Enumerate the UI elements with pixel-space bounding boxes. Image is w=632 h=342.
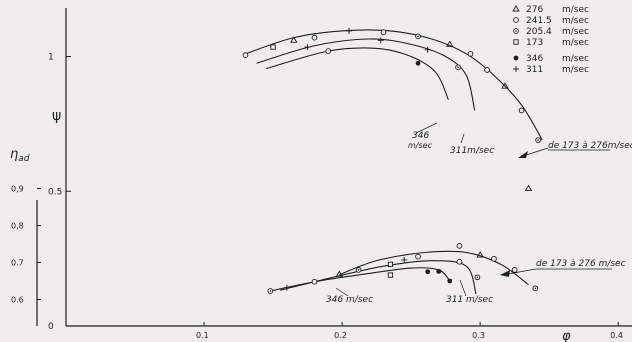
- x-tick-label: 0.1: [196, 331, 209, 340]
- leader-line: [415, 122, 438, 134]
- data-point: [474, 274, 481, 281]
- data-point: [387, 261, 394, 267]
- data-point: [380, 29, 387, 36]
- eta-tick-label: 0,9: [11, 185, 24, 194]
- x-tick-label: 0.4: [610, 331, 623, 340]
- data-point: [387, 272, 394, 278]
- arrow-head-icon: [500, 270, 510, 277]
- legend-marker: [513, 28, 519, 34]
- legend-speed: 173: [526, 38, 543, 48]
- data-point: [311, 34, 318, 41]
- data-point: [311, 278, 318, 285]
- eta-axis-label: ηad: [10, 147, 30, 164]
- data-point: [455, 64, 461, 71]
- legend-unit: m/sec: [562, 54, 589, 64]
- x-tick-label: 0.2: [334, 331, 347, 340]
- legend-unit: m/sec: [562, 5, 589, 15]
- data-point: [535, 137, 541, 143]
- data-point: [532, 285, 539, 292]
- data-point: [436, 268, 442, 274]
- data-point: [377, 37, 384, 44]
- annotation-psi-311: 311m/sec: [450, 146, 494, 156]
- data-point: [524, 184, 533, 192]
- psi-tick-label: 0: [48, 322, 54, 332]
- psi-tick-label: 1: [48, 53, 54, 63]
- data-point: [267, 288, 274, 294]
- series-curve: [256, 38, 476, 111]
- legend-marker: [512, 5, 520, 12]
- legend-speed: 346: [526, 54, 543, 64]
- x-tick-label: 0.3: [472, 331, 485, 340]
- data-point: [476, 251, 484, 258]
- arrow-head-icon: [518, 151, 528, 158]
- leader-line: [460, 133, 465, 144]
- leader-line: [459, 279, 467, 297]
- data-point: [484, 67, 490, 73]
- legend-speed: 205.4: [526, 27, 552, 37]
- svg-text:346: 346: [412, 131, 429, 141]
- svg-text:ηad: ηad: [10, 147, 30, 164]
- data-point: [424, 46, 431, 53]
- svg-text:de 173 à 276 m/sec: de 173 à 276 m/sec: [536, 259, 626, 269]
- data-point: [355, 267, 362, 273]
- data-point: [501, 82, 509, 89]
- legend-unit: m/sec: [562, 38, 589, 48]
- legend-marker: [513, 55, 519, 61]
- data-point: [335, 270, 344, 277]
- legend-speed: 241.5: [526, 16, 552, 26]
- axis-ticks: 0.1 0.2 0.3 0.4 0 0.5 1 0.6 0.7 0,8 0,9: [11, 53, 623, 340]
- legend-unit: m/sec: [562, 65, 589, 75]
- data-point: [467, 50, 474, 57]
- data-point: [456, 243, 463, 249]
- annotation-psi-346: 346 m/sec: [408, 131, 433, 150]
- data-point: [304, 44, 311, 51]
- svg-text:m/sec: m/sec: [408, 141, 433, 150]
- data-point: [518, 107, 525, 114]
- legend-marker: [513, 17, 519, 23]
- annotation-psi-range: de 173 à 276m/sec: [518, 141, 632, 158]
- data-point: [415, 60, 421, 66]
- annotation-eta-311: 311 m/sec: [446, 295, 493, 305]
- annotation-eta-range: de 173 à 276 m/sec: [500, 259, 626, 277]
- eta-tick-label: 0.6: [11, 296, 24, 305]
- data-point: [511, 267, 518, 273]
- data-point: [447, 278, 453, 284]
- data-point: [289, 36, 298, 43]
- x-axis-label: φ: [562, 329, 571, 342]
- data-point: [415, 33, 421, 40]
- leader-line: [335, 287, 349, 297]
- psi-tick-label: 0.5: [48, 187, 62, 197]
- legend: 276 m/sec 241.5 m/sec 205.4 m/sec 173 m/sec 346 m…: [512, 5, 589, 75]
- legend-unit: m/sec: [562, 16, 589, 26]
- data-point: [346, 27, 352, 34]
- data-point: [270, 44, 276, 50]
- legend-speed: 311: [526, 65, 543, 75]
- data-point: [425, 269, 431, 275]
- data-point: [401, 256, 408, 263]
- data-point: [415, 253, 421, 260]
- data-point: [283, 284, 290, 291]
- data-point: [325, 48, 332, 54]
- eta-tick-label: 0.7: [11, 259, 24, 268]
- data-point: [491, 255, 497, 262]
- markers-layer: [242, 27, 541, 294]
- data-point: [456, 258, 463, 265]
- data-point: [445, 40, 454, 47]
- legend-marker: [513, 39, 519, 45]
- legend-unit: m/sec: [562, 27, 589, 37]
- series-curve: [245, 29, 543, 141]
- series-curve: [266, 47, 449, 100]
- data-point: [242, 52, 249, 59]
- eta-tick-label: 0,8: [11, 222, 24, 231]
- series-curve: [279, 260, 477, 295]
- curves-layer: [245, 29, 543, 297]
- svg-text:de 173 à 276m/sec: de 173 à 276m/sec: [548, 141, 632, 151]
- legend-speed: 276: [526, 5, 543, 15]
- legend-marker: [513, 66, 519, 72]
- psi-axis-label: ψ: [52, 108, 61, 124]
- annotation-eta-346: 346 m/sec: [326, 295, 373, 305]
- series-curve: [339, 250, 529, 286]
